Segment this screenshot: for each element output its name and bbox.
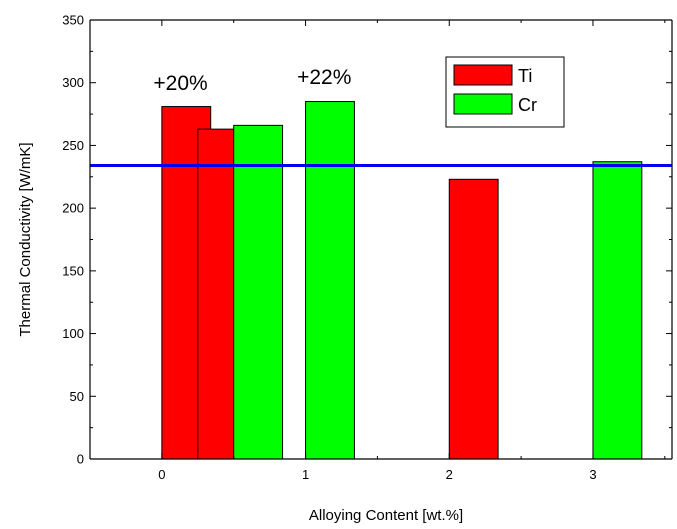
annotations-layer: +20% +22%	[153, 66, 351, 95]
y-tick-label: 250	[62, 138, 84, 153]
bars-layer	[161, 101, 643, 460]
x-tick-label: 0	[158, 467, 165, 482]
y-axis-title: Thermal Conductivity [W/mK]	[17, 142, 34, 336]
y-tick-label: 150	[62, 263, 84, 278]
legend-swatch-ti	[453, 64, 513, 86]
bar-cr-1	[305, 101, 355, 460]
bar-cr-0	[233, 124, 284, 460]
bar-cr-2	[592, 161, 643, 460]
y-tick-label: 100	[62, 326, 84, 341]
legend-label-cr: Cr	[518, 95, 537, 115]
annotation-1: +22%	[297, 66, 351, 89]
legend-swatch-cr	[453, 93, 513, 115]
y-tick-label: 200	[62, 201, 84, 216]
legend: Ti Cr	[445, 56, 565, 128]
axes-layer: 0 50 100 150 200 250 300 350 0 1 2 3 Alloying Conten…	[17, 13, 673, 524]
x-tick-label: 1	[302, 467, 309, 482]
legend-label-ti: Ti	[518, 66, 532, 86]
y-tick-label: 50	[70, 389, 84, 404]
y-tick-label: 300	[62, 75, 84, 90]
y-tick-label: 0	[77, 452, 84, 467]
y-tick-label: 350	[62, 13, 84, 28]
x-axis-title: Alloying Content [wt.%]	[309, 507, 463, 524]
annotation-0: +20%	[153, 72, 207, 95]
x-tick-label: 2	[446, 467, 453, 482]
x-tick-label: 3	[589, 467, 596, 482]
bar-ti-2	[448, 178, 499, 460]
